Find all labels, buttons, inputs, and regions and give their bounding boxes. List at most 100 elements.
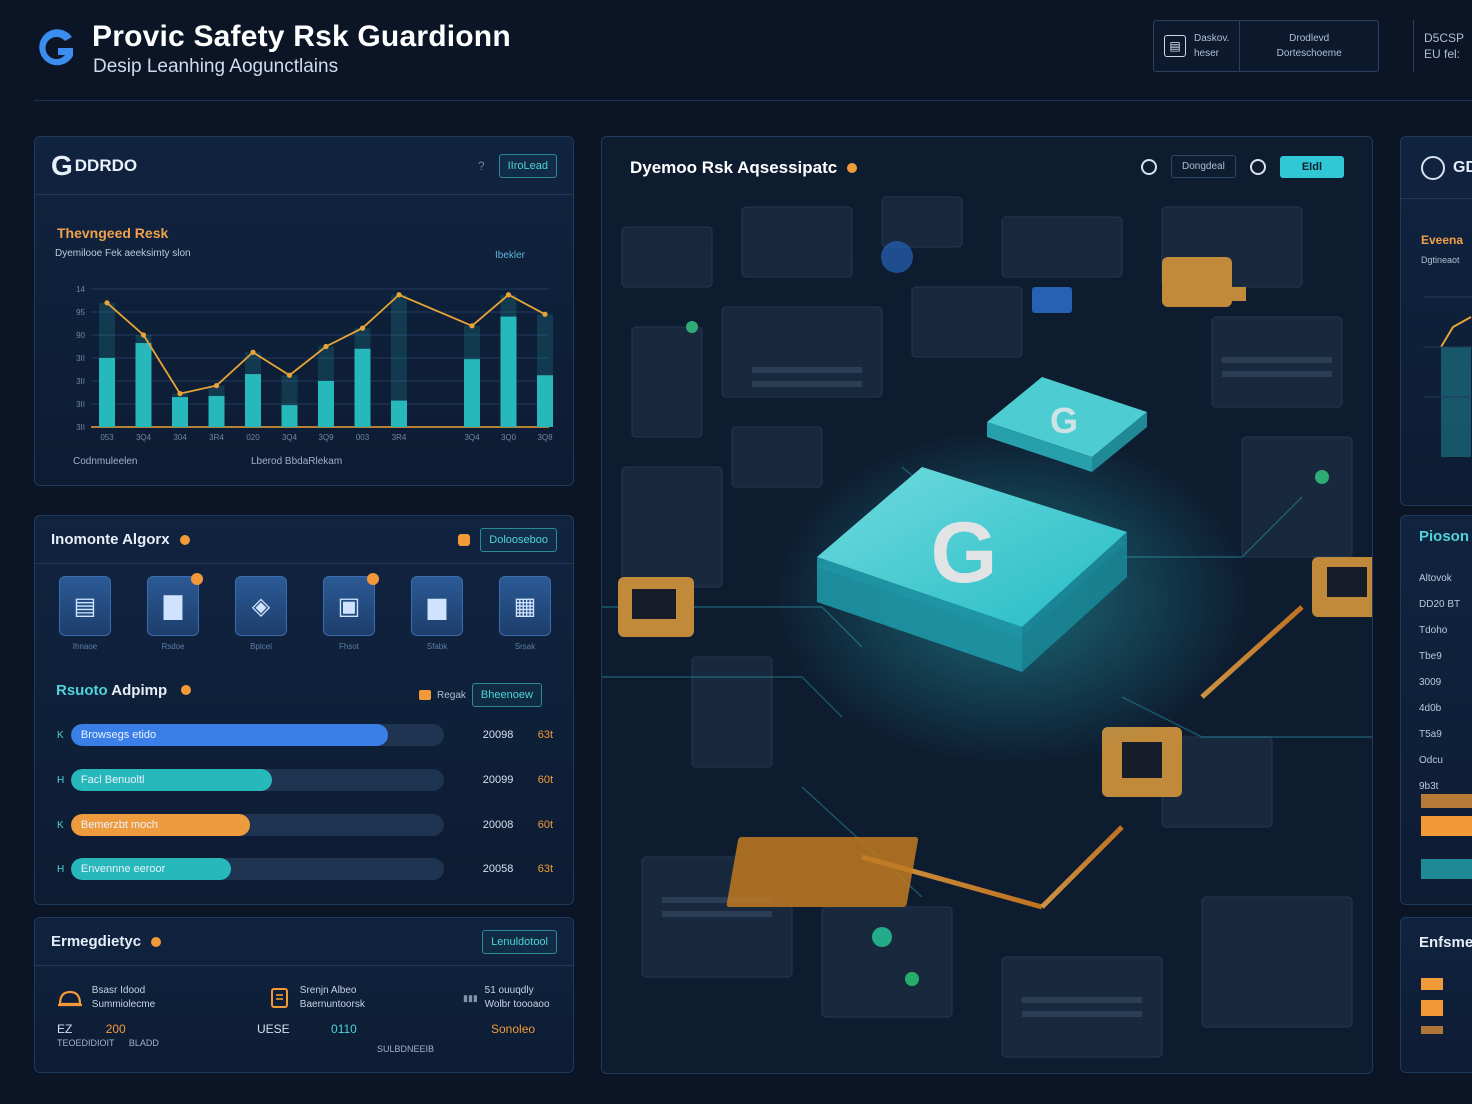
bar[interactable] <box>245 374 261 427</box>
sync-icon[interactable] <box>1249 158 1266 175</box>
header-extra-cell[interactable]: D5CSP EU fel: <box>1413 20 1472 72</box>
pipeline-icon: ▤ <box>59 576 111 636</box>
engage-col-1-values: EZ 200 TEOEDIDIOIT BLADD <box>57 1022 159 1048</box>
engage-col-line: Srenjn Albeo <box>299 985 357 996</box>
bar-track: Facl Benuoltl <box>70 769 444 791</box>
engagement-panel: Ermegdietyc Lenuldotool Bsasr Idood Summ… <box>34 917 574 1073</box>
header-cell-line: Dorteschoeme <box>1276 48 1342 59</box>
algorithm-tile-label: Bplcel <box>250 642 272 651</box>
adoption-bar-row[interactable]: K Bemerzbt moch 20008 60t <box>57 813 553 837</box>
y-tick-label: 3II <box>76 354 85 363</box>
y-tick-label: 3II <box>76 377 85 386</box>
algorithm-tile[interactable]: ▣ Fhsot <box>323 573 379 651</box>
right-panel-title: Enfsme <box>1419 934 1472 951</box>
header-cell-dashboard[interactable]: ▤ Daskov. heser <box>1154 21 1239 71</box>
bar[interactable] <box>500 316 517 427</box>
y-tick-label: 14 <box>76 285 85 294</box>
algorithm-tile[interactable]: ▦ Srsak <box>499 576 551 651</box>
trend-point[interactable] <box>542 311 548 317</box>
x-tick-label: 3Q0 <box>501 433 517 442</box>
x-tick-label: 020 <box>246 433 260 442</box>
app-title: Provic Safety Rsk Guardionn <box>92 20 511 53</box>
engage-col-line: Baernuntoorsk <box>299 999 365 1010</box>
right-button-a[interactable] <box>1421 816 1472 836</box>
risk-subtitle: Dyemilooe Fek aeeksimty slon <box>55 248 191 259</box>
trend-point[interactable] <box>505 292 512 298</box>
notification-badge <box>191 573 203 585</box>
header-cell-line: D5CSP <box>1424 31 1465 45</box>
trend-point[interactable] <box>469 323 475 329</box>
algorithm-tile[interactable]: ▇ Rsdoe <box>147 573 203 651</box>
right-panel-list-item: Tbe9 <box>1419 651 1442 662</box>
right-button-b[interactable] <box>1421 859 1472 879</box>
bar-fill <box>70 814 250 836</box>
trend-point[interactable] <box>286 372 293 378</box>
x-tick-label: 3Q9 <box>318 433 334 442</box>
right-panel-list-item: Odcu <box>1419 755 1443 766</box>
adoption-bar-row[interactable]: K Browsegs etido 20098 63t <box>57 723 553 747</box>
load-button[interactable]: IIroLead <box>498 153 557 178</box>
bar-row-marker: H <box>57 774 65 786</box>
header-cell-model[interactable]: Drodlevd Dorteschoeme <box>1239 21 1378 71</box>
adoption-filter-label[interactable]: Regak <box>437 689 466 701</box>
adoption-button[interactable]: Bheenoew <box>471 683 542 707</box>
right-legend-icon <box>1421 1000 1443 1016</box>
circuit-board-illustration: G G <box>602 137 1372 1073</box>
algo-panel-button[interactable]: Dolooseboo <box>480 527 557 552</box>
x-tick-label: 3R4 <box>209 433 224 442</box>
bar-value: 20099 <box>482 774 514 786</box>
bar-fill <box>70 724 388 746</box>
bar[interactable] <box>318 381 334 427</box>
bar[interactable] <box>208 395 225 427</box>
bar-label: Bemerzbt moch <box>80 819 158 831</box>
header-cell-line: Drodlevd <box>1289 33 1330 44</box>
viz-mode-pill[interactable]: Dongdeal <box>1171 155 1236 178</box>
panel-header: GD <box>1401 137 1472 199</box>
warning-icon <box>458 533 471 546</box>
adoption-bar-row[interactable]: H Facl Benuoltl 20099 60t <box>57 768 553 792</box>
viz-action-button[interactable]: EIdl <box>1279 155 1344 178</box>
help-icon[interactable]: ? <box>477 158 485 173</box>
trend-point[interactable] <box>104 300 110 306</box>
trend-point[interactable] <box>359 325 366 331</box>
bar-fill <box>70 769 273 791</box>
trend-point[interactable] <box>177 391 183 397</box>
engage-col-line: Bsasr Idood <box>91 985 146 996</box>
bar[interactable] <box>281 405 298 427</box>
helmet-icon <box>58 990 82 1007</box>
bar-ghost <box>391 294 407 427</box>
algorithm-tile[interactable]: ◈ Bplcel <box>235 576 287 651</box>
trend-point[interactable] <box>396 292 402 298</box>
trend-point[interactable] <box>213 383 220 389</box>
risk-link[interactable]: Ibekler <box>495 250 526 261</box>
bar[interactable] <box>391 400 407 427</box>
engage-footer: SULBDNEEIB <box>377 1044 435 1054</box>
trend-point[interactable] <box>250 349 256 355</box>
x-tick-label: 304 <box>173 433 187 442</box>
right-panel-3: Enfsme <box>1400 917 1472 1073</box>
algorithm-tile[interactable]: ▤ Ihnaoe <box>59 576 111 651</box>
algorithm-tile[interactable]: ▆ Sfabk <box>411 576 463 651</box>
adoption-bar-row[interactable]: H Envennne eeroor 20058 63t <box>57 857 553 881</box>
refresh-icon[interactable] <box>1141 158 1158 175</box>
bar[interactable] <box>172 397 188 427</box>
engage-panel-button[interactable]: Lenuldotool <box>482 929 557 954</box>
engage-value: EZ <box>57 1022 73 1036</box>
bar[interactable] <box>135 343 152 427</box>
trend-point[interactable] <box>323 343 329 350</box>
right-panel-list: Altovok DD20 BT Tdoho Tbe9 3009 4d0b T5a9 Odcu 9… <box>1419 566 1460 800</box>
adoption-title-a: Rsuoto <box>56 682 108 699</box>
chip-letter-small: G <box>1050 400 1078 441</box>
algorithm-tile-label: Srsak <box>514 642 536 651</box>
bar[interactable] <box>354 348 371 427</box>
trend-point[interactable] <box>140 332 147 338</box>
status-dot <box>151 936 162 947</box>
bar[interactable] <box>464 359 480 427</box>
bar[interactable] <box>99 358 115 427</box>
layers-icon: ◈ <box>235 576 287 636</box>
x-tick-label: 053 <box>100 433 114 442</box>
main-chip <box>817 467 1127 672</box>
header-divider <box>34 100 1472 101</box>
bar[interactable] <box>537 375 553 427</box>
algorithm-tile-label: Rsdoe <box>161 642 185 651</box>
